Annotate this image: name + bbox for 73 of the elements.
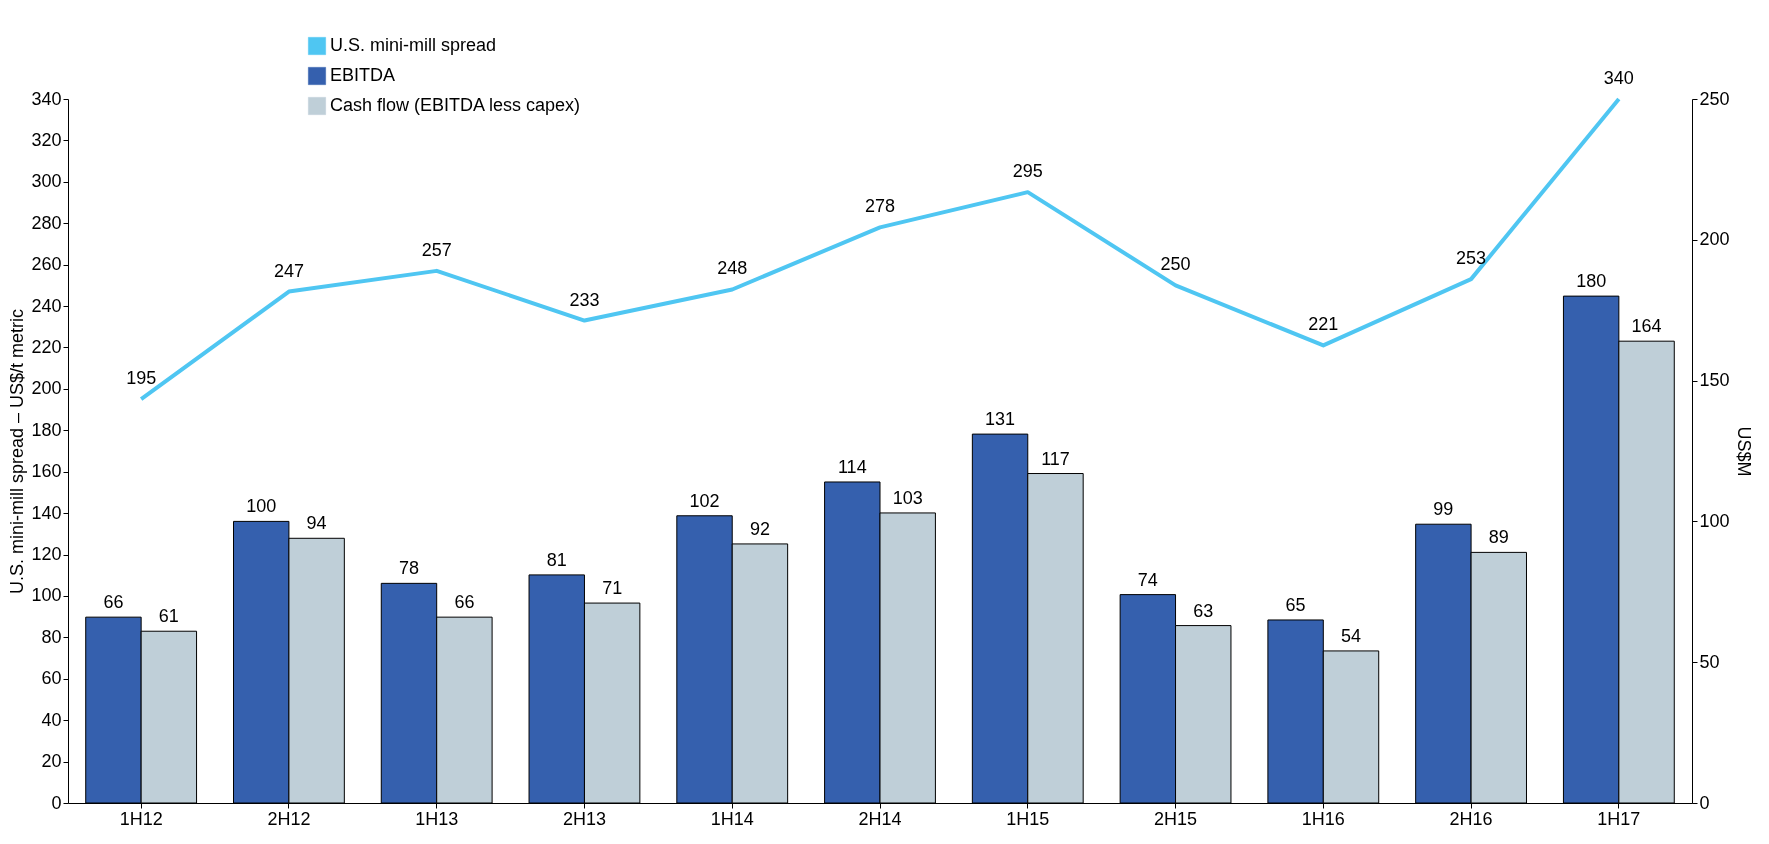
y2-tick-label: 0 <box>1699 792 1710 813</box>
x-tick-label: 1H13 <box>415 808 459 829</box>
y2-tick-label: 250 <box>1699 88 1730 109</box>
data-label: 131 <box>985 409 1016 430</box>
data-label: 66 <box>103 592 124 613</box>
y-tick-label: 340 <box>31 88 62 109</box>
data-label: 66 <box>454 592 475 613</box>
y-tick-label: 140 <box>31 502 62 523</box>
x-tick-label: 2H14 <box>858 808 902 829</box>
y-tick-label: 80 <box>41 626 62 647</box>
y2-tick-label: 150 <box>1699 370 1730 391</box>
data-label: 195 <box>126 368 157 389</box>
y-tick-label: 40 <box>41 709 62 730</box>
data-label: 100 <box>246 496 277 517</box>
x-tick-label: 1H16 <box>1301 808 1345 829</box>
y-tick-label: 20 <box>41 751 62 772</box>
y2-axis-title: US$M <box>1733 426 1754 477</box>
y-tick-label: 260 <box>31 254 62 275</box>
x-tick-label: 2H16 <box>1449 808 1493 829</box>
x-tick-label: 1H14 <box>710 808 754 829</box>
y-tick-label: 240 <box>31 295 62 316</box>
data-label: 71 <box>602 578 623 599</box>
data-label: 247 <box>273 260 304 281</box>
data-label: 253 <box>1456 248 1487 269</box>
x-tick-label: 1H15 <box>1006 808 1050 829</box>
data-label: 78 <box>398 558 419 579</box>
legend-label: Cash flow (EBITDA less capex) <box>330 95 581 115</box>
legend-label: EBITDA <box>330 65 396 85</box>
x-tick-label: 2H13 <box>562 808 606 829</box>
data-label: 164 <box>1631 316 1662 337</box>
y-tick-label: 120 <box>31 544 62 565</box>
data-label: 63 <box>1193 600 1214 621</box>
data-label: 250 <box>1160 254 1191 275</box>
y2-tick-label: 100 <box>1699 510 1730 531</box>
x-tick-label: 2H15 <box>1154 808 1198 829</box>
data-label: 74 <box>1137 569 1158 590</box>
y-tick-label: 100 <box>31 585 62 606</box>
data-label: 81 <box>546 549 567 570</box>
y-tick-label: 160 <box>31 461 62 482</box>
x-tick-label: 1H17 <box>1597 808 1641 829</box>
y2-tick-label: 50 <box>1699 651 1720 672</box>
y-tick-label: 320 <box>31 129 62 150</box>
data-label: 102 <box>689 490 720 511</box>
data-label: 94 <box>306 513 327 534</box>
data-label: 61 <box>158 606 179 627</box>
y-tick-label: 220 <box>31 336 62 357</box>
data-label: 180 <box>1576 271 1607 292</box>
legend-label: U.S. mini-mill spread <box>330 35 497 55</box>
data-label: 99 <box>1433 499 1454 520</box>
y2-tick-label: 200 <box>1699 229 1730 250</box>
data-label: 117 <box>1041 448 1070 469</box>
data-label: 233 <box>569 289 600 310</box>
x-tick-label: 1H12 <box>119 808 163 829</box>
data-label: 54 <box>1341 625 1362 646</box>
data-label: 221 <box>1308 314 1339 335</box>
y-tick-label: 200 <box>31 378 62 399</box>
data-label: 257 <box>421 239 452 260</box>
y-tick-label: 0 <box>51 792 62 813</box>
data-label: 89 <box>1488 527 1509 548</box>
data-label: 248 <box>717 258 748 279</box>
y-axis-title: U.S. mini-mill spread – US$/t metric <box>7 308 28 595</box>
x-tick-label: 2H12 <box>267 808 311 829</box>
data-label: 92 <box>749 518 770 539</box>
y-tick-label: 60 <box>41 668 62 689</box>
y-tick-label: 180 <box>31 419 62 440</box>
y-tick-label: 300 <box>31 171 62 192</box>
y-tick-label: 280 <box>31 212 62 233</box>
data-label: 278 <box>864 196 896 217</box>
data-label: 114 <box>837 456 867 477</box>
data-label: 340 <box>1603 68 1634 88</box>
data-label: 103 <box>892 487 923 508</box>
data-label: 65 <box>1285 594 1306 615</box>
data-label: 295 <box>1012 161 1043 182</box>
